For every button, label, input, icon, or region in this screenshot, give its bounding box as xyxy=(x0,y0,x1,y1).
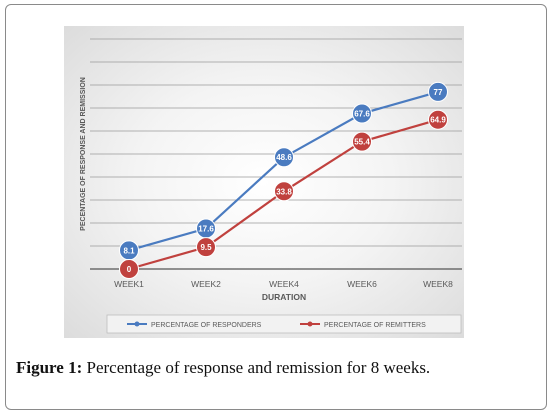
data-point xyxy=(352,103,372,124)
data-label: 8.1 xyxy=(123,246,135,255)
data-point xyxy=(274,181,294,202)
caption-label: Figure 1: xyxy=(16,358,83,377)
data-label: 48.6 xyxy=(276,153,292,162)
data-label: 17.6 xyxy=(198,225,214,234)
caption-text: Percentage of response and remission for… xyxy=(86,358,431,377)
data-point xyxy=(352,131,372,152)
legend-marker xyxy=(134,321,140,327)
x-tick-label: WEEK8 xyxy=(423,279,453,289)
data-label: 33.8 xyxy=(276,187,292,196)
x-tick-label: WEEK4 xyxy=(269,279,299,289)
legend-marker xyxy=(307,321,313,327)
data-label: 64.9 xyxy=(430,116,446,125)
x-tick-label: WEEK6 xyxy=(347,279,377,289)
x-tick-label: WEEK1 xyxy=(114,279,144,289)
legend-box xyxy=(106,314,462,334)
x-axis-title: DURATION xyxy=(262,292,306,302)
legend-label: PERCENTAGE OF RESPONDERS xyxy=(151,322,262,329)
data-label: 67.6 xyxy=(354,110,370,119)
data-point xyxy=(428,81,448,102)
x-tick-label: WEEK2 xyxy=(191,279,221,289)
data-label: 0 xyxy=(127,265,132,274)
figure-caption: Figure 1: Percentage of response and rem… xyxy=(16,358,536,378)
data-label: 55.4 xyxy=(354,138,370,147)
data-point xyxy=(428,109,448,130)
series-line xyxy=(128,90,439,252)
data-point xyxy=(119,259,139,279)
data-label: 77 xyxy=(434,88,443,97)
y-axis-title: PECENTAGE OF RESPONSE AND REMISSION xyxy=(80,77,87,231)
legend-label: PERCENTAGE OF REMITTERS xyxy=(324,322,426,329)
chart-background xyxy=(64,26,464,338)
data-label: 9.5 xyxy=(200,243,212,252)
data-point xyxy=(274,147,294,168)
data-point xyxy=(196,237,216,258)
